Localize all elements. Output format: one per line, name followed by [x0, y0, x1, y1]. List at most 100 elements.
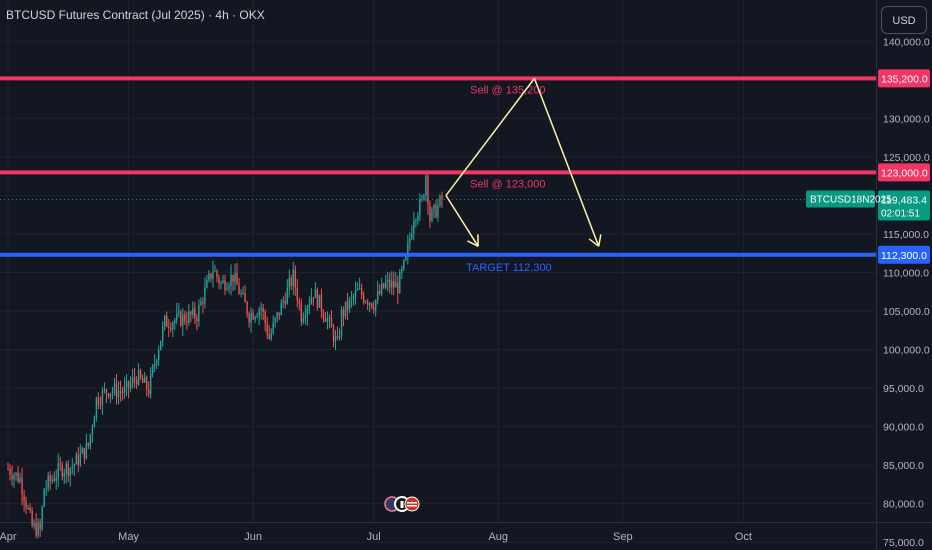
candle-body: [288, 278, 290, 288]
candle-body: [391, 280, 393, 288]
candle-body: [180, 311, 182, 326]
candle-body: [268, 334, 270, 339]
candle-body: [127, 381, 130, 388]
candle-body: [178, 311, 180, 314]
level-axis-badge: [878, 163, 930, 182]
candle-body: [17, 472, 19, 482]
candle-body: [409, 238, 411, 244]
candle-body: [433, 204, 435, 210]
candle-body: [397, 282, 399, 294]
arrowhead-line: [588, 238, 600, 247]
candle-body: [366, 301, 369, 305]
candle-body: [83, 448, 86, 459]
candle-body: [364, 301, 367, 303]
candle-body: [204, 287, 206, 304]
candle-body: [212, 271, 214, 279]
candle-body: [234, 272, 236, 283]
candle-body: [250, 313, 252, 323]
candle-body: [431, 209, 433, 222]
candle-body: [296, 287, 299, 302]
candle-body: [290, 278, 292, 286]
candle-body: [159, 340, 162, 350]
candle-body: [57, 463, 59, 478]
candle-body: [75, 454, 78, 465]
price-axis[interactable]: 75,000.0 80,000.0 85,000.0 90,000.0 95,000.0…: [806, 36, 930, 549]
candle-body: [190, 311, 192, 315]
candle-body: [226, 288, 228, 290]
candle-body: [31, 510, 33, 526]
candle-body: [174, 320, 176, 324]
symbol-label: BTCUSD18N2025: [810, 194, 892, 205]
candle-body: [133, 377, 136, 381]
candle-body: [298, 301, 301, 304]
candle-body: [103, 389, 106, 391]
sell-123000-label: Sell @ 123,000: [470, 178, 545, 190]
candle-body: [376, 291, 379, 300]
candle-body: [89, 434, 92, 446]
time-axis[interactable]: Apr May Jun Jul Aug Sep Oct: [0, 531, 752, 543]
level-axis-label: 135,200.0: [881, 73, 928, 85]
candle-body: [194, 308, 196, 319]
chart-title: BTCUSD Futures Contract (Jul 2025) · 4h …: [6, 8, 265, 22]
candle-body: [437, 205, 439, 218]
candle-body: [336, 336, 339, 338]
candle-body: [328, 317, 331, 319]
candle-body: [403, 260, 405, 269]
horizontal-levels: Sell @ 135,200 Sell @ 123,000 TARGET 112,3…: [0, 76, 876, 274]
candle-body: [198, 304, 200, 322]
candle-body: [77, 454, 80, 465]
target-label: TARGET 112,300: [466, 262, 552, 274]
candle-body: [73, 464, 76, 468]
candle-body: [318, 294, 321, 308]
candle-body: [21, 477, 23, 495]
candle-body: [25, 501, 27, 509]
candle-body: [270, 332, 272, 339]
candle-body: [19, 477, 21, 482]
candle-body: [308, 303, 311, 308]
candle-body: [129, 383, 132, 388]
candle-body: [417, 215, 419, 221]
candle-body: [182, 314, 184, 326]
candle-body: [170, 327, 172, 330]
price-tick-label: 125,000.0: [883, 152, 930, 164]
candle-body: [274, 318, 276, 323]
candle-body: [346, 301, 349, 310]
candle-body: [214, 270, 216, 272]
candle-body: [387, 279, 389, 282]
candle-body: [216, 270, 218, 277]
sell-135200-label: Sell @ 135,200: [470, 84, 545, 96]
candle-body: [280, 302, 282, 316]
candle-body: [300, 303, 303, 322]
candle-body: [419, 199, 421, 216]
candle-body: [192, 308, 194, 315]
currency-button[interactable]: USD: [881, 6, 927, 34]
candle-body: [360, 288, 363, 296]
candle-body: [242, 292, 244, 294]
candle-body: [354, 290, 357, 297]
candle-body: [11, 474, 13, 480]
candle-body: [15, 472, 17, 476]
candle-body: [401, 268, 403, 272]
price-tick-label: 85,000.0: [883, 460, 924, 472]
candle-body: [41, 506, 43, 529]
candle-body: [63, 473, 65, 477]
candle-body: [105, 389, 108, 394]
time-tick-label: May: [118, 531, 139, 543]
candle-body: [37, 523, 39, 536]
candle-body: [320, 294, 323, 312]
symbol-badge: [806, 190, 875, 208]
candle-body: [53, 479, 55, 481]
candle-body: [157, 349, 160, 361]
time-tick-label: Jul: [367, 531, 381, 543]
candle-body: [149, 373, 152, 395]
arrowhead-line: [467, 240, 479, 247]
candle-body: [276, 312, 278, 319]
time-tick-label: Oct: [735, 531, 752, 543]
candle-body: [107, 393, 110, 397]
candle-body: [79, 453, 82, 465]
time-tick-label: Aug: [488, 531, 508, 543]
candle-body: [117, 391, 120, 398]
candle-body: [292, 269, 295, 286]
candle-body: [131, 377, 134, 384]
